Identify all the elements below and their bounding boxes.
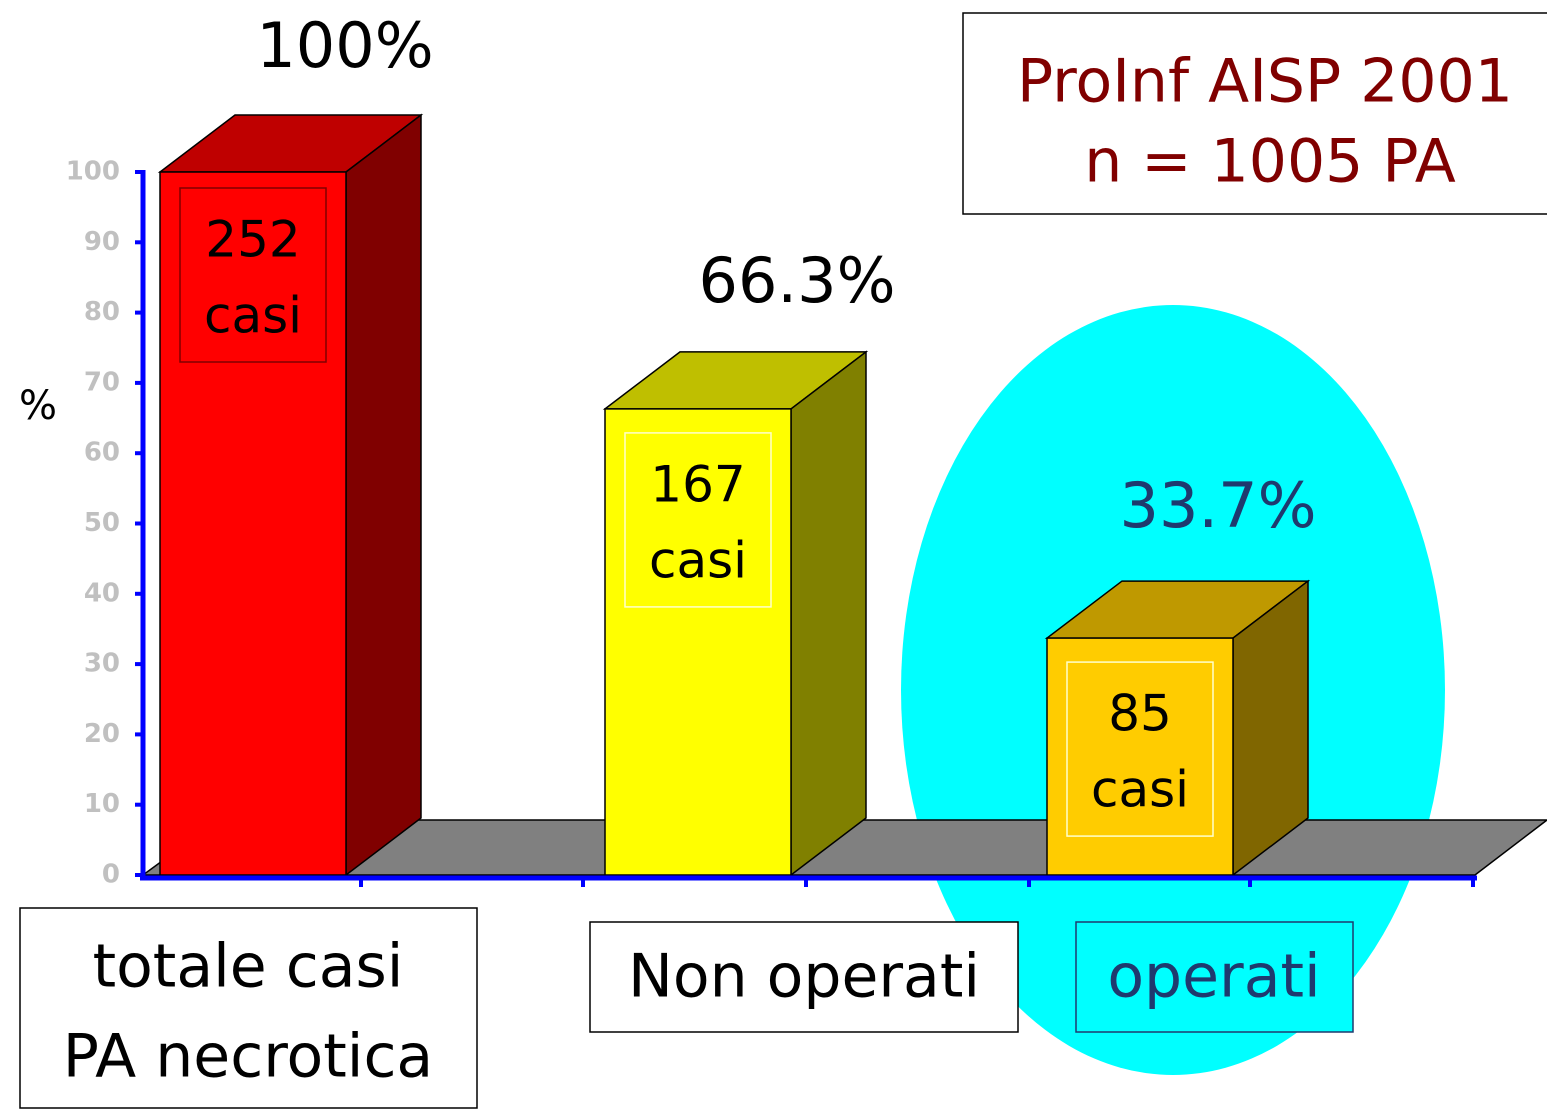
bar bbox=[604, 408, 792, 876]
chart-subtitle: n = 1005 PA bbox=[1084, 127, 1456, 197]
chart-title: ProInf AISP 2001 bbox=[1017, 47, 1513, 117]
y-tick-label: 40 bbox=[84, 578, 120, 608]
y-tick-label: 50 bbox=[84, 508, 120, 538]
annotation: casi bbox=[1091, 761, 1189, 819]
value-label: 66.3% bbox=[699, 244, 896, 317]
y-tick-label: 80 bbox=[84, 297, 120, 327]
bar-side bbox=[345, 113, 422, 877]
category-box bbox=[1075, 921, 1354, 1033]
y-axis-label: % bbox=[19, 383, 57, 429]
bars bbox=[157, 113, 1311, 877]
category-box bbox=[589, 921, 1019, 1033]
annotation: casi bbox=[649, 531, 747, 589]
annotation-box bbox=[624, 432, 772, 608]
x-tick-label: PA necrotica bbox=[63, 1022, 433, 1092]
x-axis-ticks bbox=[359, 878, 1475, 887]
y-tick-label: 60 bbox=[84, 438, 120, 468]
annotation-box bbox=[1066, 661, 1214, 837]
annotation: 167 bbox=[650, 455, 745, 513]
title-box bbox=[962, 12, 1547, 215]
annotation: 85 bbox=[1108, 685, 1172, 743]
y-tick-label: 70 bbox=[84, 367, 120, 397]
y-tick-label: 30 bbox=[84, 649, 120, 679]
bar bbox=[159, 171, 347, 876]
y-tick-label: 10 bbox=[84, 789, 120, 819]
y-tick-label: 100 bbox=[66, 157, 120, 187]
y-tick-label: 90 bbox=[84, 227, 120, 257]
bar-side bbox=[790, 350, 867, 877]
x-tick-label: Non operati bbox=[628, 942, 980, 1012]
bar bbox=[1046, 637, 1234, 876]
annotation: casi bbox=[204, 287, 302, 345]
value-label: 100% bbox=[256, 9, 433, 82]
annotation: 252 bbox=[205, 211, 300, 269]
x-tick-label: operati bbox=[1107, 942, 1320, 1012]
y-tick-label: 20 bbox=[84, 719, 120, 749]
annotation-box bbox=[179, 187, 327, 363]
y-tick-label: 0 bbox=[102, 860, 120, 890]
x-tick-label: totale casi bbox=[93, 932, 404, 1002]
value-label: 33.7% bbox=[1120, 469, 1317, 542]
category-box bbox=[19, 907, 478, 1109]
